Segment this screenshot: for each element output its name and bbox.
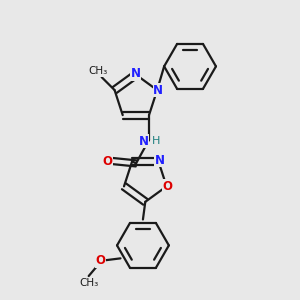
Text: N: N <box>153 84 163 97</box>
Text: N: N <box>154 154 165 167</box>
Text: N: N <box>139 134 149 148</box>
Text: CH₃: CH₃ <box>88 66 108 76</box>
Text: O: O <box>102 154 112 167</box>
Text: O: O <box>95 254 106 267</box>
Text: H: H <box>152 136 161 146</box>
Text: N: N <box>131 67 141 80</box>
Text: O: O <box>163 180 173 193</box>
Text: CH₃: CH₃ <box>79 278 98 288</box>
